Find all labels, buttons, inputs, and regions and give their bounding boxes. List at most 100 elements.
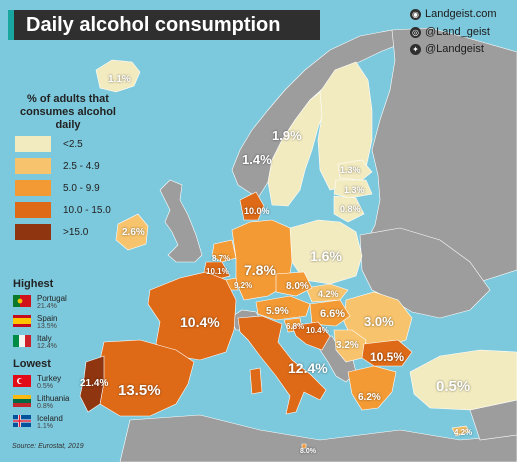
map-label-hungary: 6.6% [320, 308, 346, 320]
instagram-icon: ◎ [410, 26, 421, 38]
lithuania-flag-icon [13, 395, 31, 407]
legend-title: % of adults that consumes alcohol daily [20, 93, 116, 131]
lowest-item-iceland: Iceland 1.1% [13, 414, 63, 431]
brand-twitter[interactable]: ✦ @Landgeist [410, 43, 484, 55]
denmark-shape [239, 191, 265, 221]
map-label-belgium: 10.1% [206, 267, 229, 276]
map-label-italy: 12.4% [288, 360, 328, 376]
legend-swatch-2 [15, 158, 51, 174]
legend-label-4: 10.0 - 15.0 [63, 204, 111, 216]
italy-flag-icon [13, 335, 31, 347]
france-shape [147, 271, 237, 361]
lowest-title: Lowest [13, 358, 51, 370]
brand-instagram[interactable]: ◎ @Land_geist [410, 26, 490, 38]
highest-value-1: 21.4% [37, 303, 57, 310]
lithuania-shape [333, 195, 365, 223]
map-label-serbia: 3.2% [336, 340, 359, 351]
lowest-country-1: Turkey [37, 374, 62, 383]
map-label-slovenia: 6.8% [286, 322, 305, 331]
legend-bin-4: 10.0 - 15.0 [15, 202, 111, 218]
legend-label-1: <2.5 [63, 138, 83, 150]
lowest-item-turkey: Turkey 0.5% [13, 374, 61, 391]
north-africa-shape [119, 414, 517, 462]
spain-flag-icon [13, 315, 31, 327]
uk-shape [159, 179, 203, 263]
source-note: Source: Eurostat, 2019 [12, 443, 84, 450]
map-label-luxembourg: 9.2% [234, 281, 253, 290]
estonia-shape [337, 159, 373, 181]
title-accent [8, 10, 14, 40]
brand-website[interactable]: ◉ Landgeist.com [410, 8, 497, 20]
map-label-latvia: 1.3% [344, 185, 365, 195]
malta-shape [301, 443, 307, 449]
lowest-value-1: 0.5% [37, 383, 53, 390]
map-label-ireland: 2.6% [122, 227, 145, 238]
sardinia-shape [249, 367, 263, 395]
legend-label-3: 5.0 - 9.9 [63, 182, 100, 194]
highest-value-2: 13.5% [37, 323, 57, 330]
map-label-estonia: 1.3% [340, 165, 361, 175]
croatia-shape [291, 321, 331, 351]
brand-twitter-label: @Landgeist [425, 43, 484, 55]
map-label-croatia: 10.4% [306, 326, 329, 335]
legend-bin-3: 5.0 - 9.9 [15, 180, 100, 196]
map-label-turkey: 0.5% [436, 378, 471, 395]
globe-icon: ◉ [410, 8, 421, 20]
cyprus-shape [451, 425, 471, 437]
map-label-denmark: 10.0% [244, 206, 270, 216]
portugal-flag-icon [13, 295, 31, 307]
legend-swatch-1 [15, 136, 51, 152]
highest-value-3: 12.4% [37, 343, 57, 350]
map-label-netherlands: 8.7% [212, 254, 231, 263]
belarus-ukraine-shape [359, 227, 491, 319]
highest-item-portugal: Portugal 21.4% [13, 294, 67, 311]
turkey-flag-icon [13, 375, 31, 387]
highest-country-1: Portugal [37, 294, 67, 303]
lowest-country-3: Iceland [37, 414, 63, 423]
greece-shape [347, 365, 397, 411]
legend-label-2: 2.5 - 4.9 [63, 160, 100, 172]
romania-shape [343, 291, 413, 349]
bulgaria-shape [361, 339, 413, 367]
map-label-austria: 5.9% [266, 306, 289, 317]
twitter-icon: ✦ [410, 43, 421, 55]
italy-shape [237, 315, 327, 415]
map-label-greece: 6.2% [358, 392, 381, 403]
netherlands-shape [211, 239, 237, 263]
legend-swatch-5 [15, 224, 51, 240]
highest-country-2: Spain [37, 314, 58, 323]
map-label-romania: 3.0% [364, 314, 394, 329]
portugal-shape [79, 355, 105, 413]
highest-item-italy: Italy 12.4% [13, 334, 57, 351]
map-label-bulgaria: 10.5% [370, 350, 405, 364]
slovakia-shape [305, 283, 349, 303]
map-label-france: 10.4% [180, 314, 220, 330]
map-label-sweden: 1.9% [272, 128, 302, 143]
title-bar: Daily alcohol consumption [8, 10, 320, 40]
map-label-portugal: 21.4% [80, 378, 109, 389]
highest-item-spain: Spain 13.5% [13, 314, 57, 331]
turkey-shape [409, 349, 517, 411]
legend-bin-1: <2.5 [15, 136, 83, 152]
lowest-value-2: 0.8% [37, 403, 53, 410]
map-label-slovakia: 4.2% [318, 289, 339, 299]
ireland-shape [115, 213, 149, 251]
hungary-shape [309, 299, 351, 327]
map-label-spain: 13.5% [118, 382, 161, 399]
map-label-lithuania: 0.8% [340, 204, 361, 214]
legend-bin-5: >15.0 [15, 224, 88, 240]
iceland-shape [95, 59, 141, 93]
legend-swatch-3 [15, 180, 51, 196]
map-label-cyprus: 4.2% [454, 428, 473, 437]
brand-website-label: Landgeist.com [425, 8, 497, 20]
lowest-value-3: 1.1% [37, 423, 53, 430]
map-label-poland: 1.6% [310, 248, 342, 264]
lowest-country-2: Lithuania [37, 394, 70, 403]
highest-country-3: Italy [37, 334, 52, 343]
legend-bin-2: 2.5 - 4.9 [15, 158, 100, 174]
page-title: Daily alcohol consumption [26, 14, 281, 36]
highest-title: Highest [13, 278, 54, 290]
austria-shape [255, 295, 311, 321]
